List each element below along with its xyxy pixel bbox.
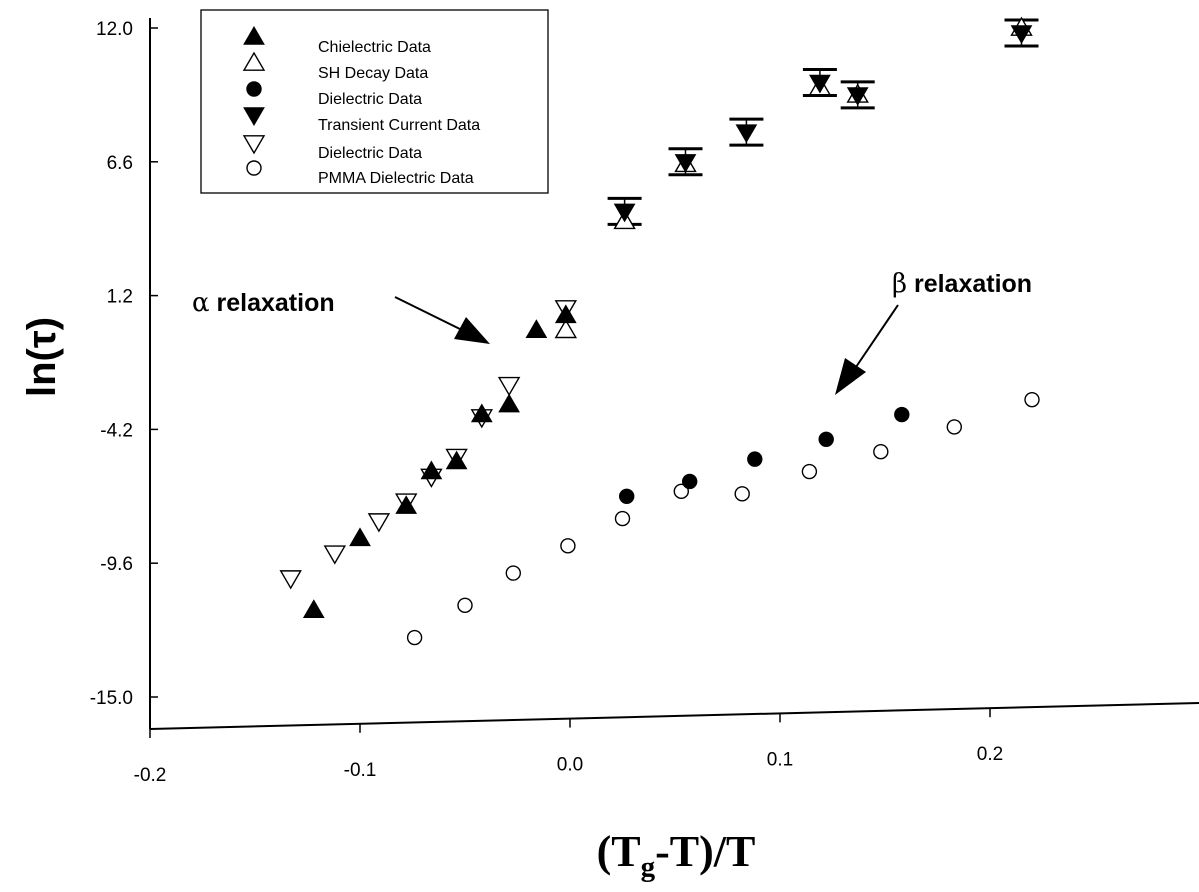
beta-relaxation-text: relaxation bbox=[907, 270, 1032, 298]
legend-marker bbox=[242, 135, 266, 155]
data-point bbox=[894, 406, 910, 423]
legend-label: PMMA Dielectric Data bbox=[318, 170, 474, 187]
y-tick-label: -4.2 bbox=[100, 420, 133, 441]
x-tick-label: -0.2 bbox=[134, 765, 167, 786]
alpha-relaxation-label: α relaxation bbox=[192, 288, 335, 318]
alpha-relaxation-text: relaxation bbox=[210, 289, 335, 317]
data-point bbox=[554, 318, 578, 339]
data-point bbox=[846, 87, 869, 106]
x-tick-label: -0.1 bbox=[344, 760, 377, 781]
data-point bbox=[554, 304, 577, 324]
data-point bbox=[735, 124, 758, 144]
data-point bbox=[674, 154, 697, 173]
data-point bbox=[395, 495, 418, 514]
legend-marker bbox=[246, 160, 262, 176]
data-markers bbox=[279, 16, 1040, 646]
data-point bbox=[420, 460, 443, 480]
data-point bbox=[873, 444, 889, 460]
error-bars bbox=[607, 18, 1039, 226]
data-point bbox=[525, 319, 548, 338]
y-tick-label: 12.0 bbox=[96, 19, 133, 40]
data-point bbox=[497, 376, 521, 397]
beta-arrow-shaft bbox=[855, 304, 899, 368]
data-point bbox=[619, 488, 635, 504]
legend-marker bbox=[246, 81, 262, 97]
data-point bbox=[614, 510, 631, 527]
legend-label: Chielectric Data bbox=[318, 39, 431, 56]
data-point bbox=[747, 451, 763, 467]
data-point bbox=[1010, 25, 1033, 44]
x-axis-ticks: -0.2 -0.1 0.0 0.1 0.2 bbox=[134, 708, 1003, 786]
y-tick-label: -9.6 bbox=[100, 554, 133, 575]
data-point bbox=[818, 431, 834, 448]
beta-arrow-head bbox=[835, 358, 866, 395]
data-point bbox=[613, 203, 636, 223]
y-tick-label: 6.6 bbox=[107, 153, 133, 174]
legend-marker bbox=[242, 51, 266, 71]
beta-symbol: β bbox=[892, 269, 907, 299]
x-tick-label: 0.2 bbox=[977, 744, 1003, 765]
alpha-arrow-head bbox=[454, 317, 490, 344]
data-point bbox=[367, 513, 391, 533]
data-point bbox=[323, 545, 347, 565]
data-point bbox=[279, 570, 302, 590]
data-point bbox=[560, 538, 576, 554]
y-axis-ticks: -15.0 -9.6 -4.2 1.2 6.6 12.0 bbox=[90, 19, 158, 709]
data-point bbox=[406, 629, 423, 646]
x-axis-label-subscript: g bbox=[641, 851, 656, 883]
data-point bbox=[457, 597, 473, 614]
data-point bbox=[801, 463, 818, 480]
alpha-arrow-shaft bbox=[394, 296, 469, 334]
y-tick-label: -15.0 bbox=[90, 688, 133, 709]
data-point bbox=[734, 486, 750, 502]
x-axis-label-part: (T bbox=[597, 827, 641, 876]
legend-markers bbox=[242, 26, 266, 176]
data-point bbox=[498, 393, 520, 413]
data-point bbox=[349, 527, 371, 547]
y-tick-label: 1.2 bbox=[107, 287, 133, 308]
data-point bbox=[445, 450, 468, 470]
x-axis-label-part: -T)/T bbox=[655, 827, 755, 876]
x-axis-line bbox=[149, 702, 1199, 730]
data-point bbox=[1024, 391, 1040, 408]
x-tick-label: 0.0 bbox=[557, 755, 583, 776]
legend-label: SH Decay Data bbox=[318, 65, 428, 82]
alpha-relaxation-annotation: α relaxation bbox=[192, 288, 490, 344]
data-point bbox=[505, 565, 521, 581]
y-axis-label: ln(τ) bbox=[20, 317, 64, 397]
x-axis-label: (Tg-T)/T bbox=[597, 827, 756, 883]
legend: Chielectric Data SH Decay Data Dielectri… bbox=[200, 9, 549, 194]
legend-marker bbox=[243, 107, 265, 126]
legend-label: Dielectric Data bbox=[318, 145, 422, 162]
legend-marker bbox=[243, 26, 265, 45]
alpha-symbol: α bbox=[192, 288, 210, 318]
data-point bbox=[946, 419, 962, 435]
data-point bbox=[682, 473, 698, 490]
legend-label: Transient Current Data bbox=[318, 117, 480, 134]
data-point bbox=[470, 403, 493, 423]
data-point bbox=[302, 599, 325, 618]
data-point bbox=[809, 74, 831, 94]
beta-relaxation-label: β relaxation bbox=[892, 269, 1032, 299]
x-tick-label: 0.1 bbox=[767, 749, 793, 770]
legend-label: Dielectric Data bbox=[318, 91, 422, 108]
beta-relaxation-annotation: β relaxation bbox=[835, 269, 1032, 395]
data-point bbox=[673, 483, 689, 500]
